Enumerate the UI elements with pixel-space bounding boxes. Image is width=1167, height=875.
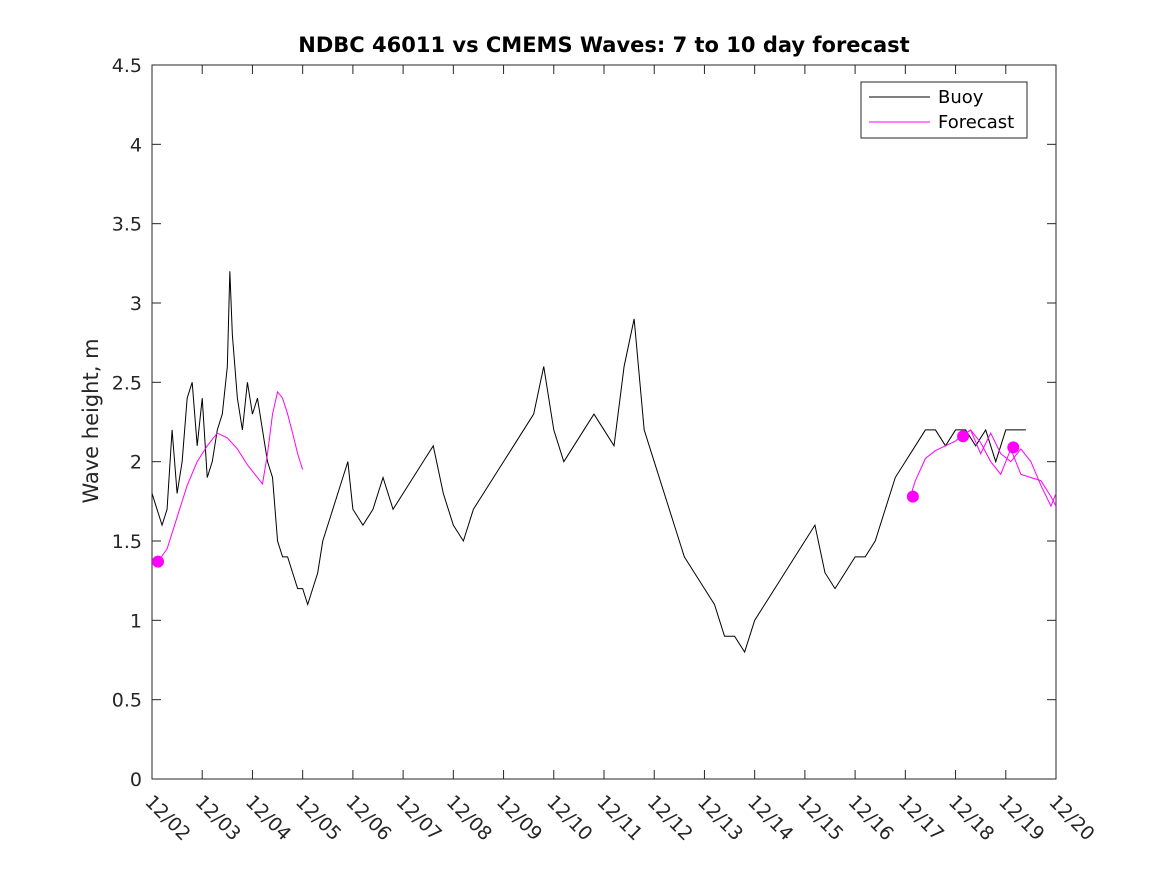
forecast-line: [909, 429, 1057, 508]
forecast-marker: [152, 555, 165, 568]
y-tick-label: 2: [130, 452, 142, 474]
x-tick-label: 12/04: [241, 791, 295, 845]
x-tick-label: 12/06: [341, 791, 395, 845]
x-tick-label: 12/05: [291, 791, 345, 845]
y-tick-label: 4.5: [112, 55, 142, 77]
x-tick-label: 12/19: [994, 791, 1048, 845]
y-tick-label: 2.5: [112, 372, 142, 394]
y-axis-label: Wave height, m: [79, 338, 103, 503]
y-tick-label: 1.5: [112, 531, 142, 553]
legend-buoy-label: Buoy: [938, 87, 984, 108]
y-tick-label: 0.5: [112, 690, 142, 712]
legend-box: [860, 81, 1028, 139]
forecast-series: [152, 390, 1057, 568]
x-tick-label: 12/20: [1044, 791, 1098, 845]
x-tick-label: 12/13: [693, 791, 747, 845]
y-tick-label: 1: [130, 610, 142, 632]
x-tick-label: 12/18: [944, 791, 998, 845]
forecast-marker: [906, 490, 919, 503]
y-tick-label: 0: [130, 769, 142, 791]
legend-forecast-label: Forecast: [938, 112, 1014, 133]
x-tick-label: 12/07: [392, 791, 446, 845]
y-tick-label: 3.5: [112, 214, 142, 236]
x-tick-label: 12/08: [442, 791, 496, 845]
plot-area: [151, 64, 1057, 780]
forecast-marker: [1007, 441, 1020, 454]
x-tick-label: 12/14: [743, 791, 797, 845]
x-tick-label: 12/15: [793, 791, 847, 845]
chart-title: NDBC 46011 vs CMEMS Waves: 7 to 10 day f…: [298, 33, 909, 57]
x-tick-label: 12/10: [542, 791, 596, 845]
buoy-line: [151, 271, 1026, 654]
x-tick-label: 12/16: [844, 791, 898, 845]
x-tick-label: 12/03: [191, 791, 245, 845]
legend: Buoy Forecast: [860, 81, 1028, 139]
x-tick-label: 12/09: [492, 791, 546, 845]
y-axis: 0 0.5 1 1.5 2 2.5 3 3.5 4 4.5: [112, 55, 1056, 791]
forecast-line: [157, 390, 304, 562]
x-tick-label: 12/11: [592, 791, 646, 845]
buoy-series: [151, 271, 1026, 654]
y-tick-label: 3: [130, 293, 142, 315]
y-tick-label: 4: [130, 134, 142, 156]
x-tick-label: 12/12: [643, 791, 697, 845]
x-tick-label: 12/17: [894, 791, 948, 845]
x-tick-label: 12/02: [140, 791, 194, 845]
forecast-marker: [957, 430, 970, 443]
